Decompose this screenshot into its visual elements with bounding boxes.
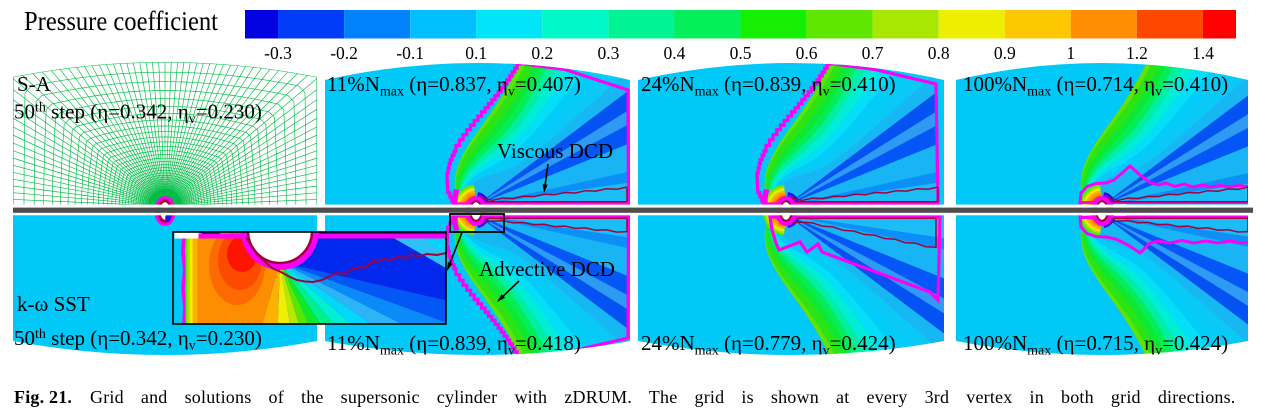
svg-text:Advective DCD: Advective DCD bbox=[479, 257, 615, 281]
svg-text:11%Nmax​ (η=0.839, ηv​=0.418): 11%Nmax​ (η=0.839, ηv​=0.418) bbox=[327, 331, 581, 359]
svg-text:0.8: 0.8 bbox=[928, 43, 950, 63]
svg-text:0.5: 0.5 bbox=[730, 43, 752, 63]
svg-text:0.2: 0.2 bbox=[531, 43, 553, 63]
svg-text:1.4: 1.4 bbox=[1192, 43, 1214, 63]
svg-text:1.2: 1.2 bbox=[1126, 43, 1148, 63]
svg-text:0.4: 0.4 bbox=[663, 43, 685, 63]
svg-text:50th​ step (η=0.342, ηv​=0.230: 50th​ step (η=0.342, ηv​=0.230) bbox=[14, 100, 262, 128]
svg-text:100%Nmax​ (η=0.714, ηv​=0.410): 100%Nmax​ (η=0.714, ηv​=0.410) bbox=[963, 72, 1228, 100]
svg-text:Fig. 21.Grid and solutions of: Fig. 21. Grid and solutions of the supers… bbox=[14, 387, 1236, 407]
svg-text:-0.2: -0.2 bbox=[330, 43, 358, 63]
svg-text:-0.1: -0.1 bbox=[396, 43, 424, 63]
svg-text:11%Nmax​ (η=0.837, ηv​=0.407): 11%Nmax​ (η=0.837, ηv​=0.407) bbox=[327, 72, 581, 100]
svg-text:24%Nmax​ (η=0.779, ηv​=0.424): 24%Nmax​ (η=0.779, ηv​=0.424) bbox=[641, 331, 896, 359]
svg-text:24%Nmax​ (η=0.839, ηv​=0.410): 24%Nmax​ (η=0.839, ηv​=0.410) bbox=[641, 72, 896, 100]
svg-text:0.6: 0.6 bbox=[796, 43, 818, 63]
svg-text:100%Nmax​ (η=0.715, ηv​=0.424): 100%Nmax​ (η=0.715, ηv​=0.424) bbox=[963, 331, 1228, 359]
svg-text:50th​ step (η=0.342, ηv​=0.230: 50th​ step (η=0.342, ηv​=0.230) bbox=[14, 326, 262, 354]
svg-text:0.7: 0.7 bbox=[862, 43, 884, 63]
svg-text:k-ω SST: k-ω SST bbox=[17, 292, 90, 316]
svg-text:1: 1 bbox=[1066, 43, 1075, 63]
svg-text:Viscous DCD: Viscous DCD bbox=[497, 139, 613, 163]
svg-text:Pressure coefficient: Pressure coefficient bbox=[24, 6, 218, 36]
svg-text:0.1: 0.1 bbox=[465, 43, 487, 63]
svg-text:-0.3: -0.3 bbox=[264, 43, 292, 63]
svg-text:0.9: 0.9 bbox=[994, 43, 1016, 63]
svg-text:S-A: S-A bbox=[17, 72, 52, 96]
svg-text:0.3: 0.3 bbox=[597, 43, 619, 63]
